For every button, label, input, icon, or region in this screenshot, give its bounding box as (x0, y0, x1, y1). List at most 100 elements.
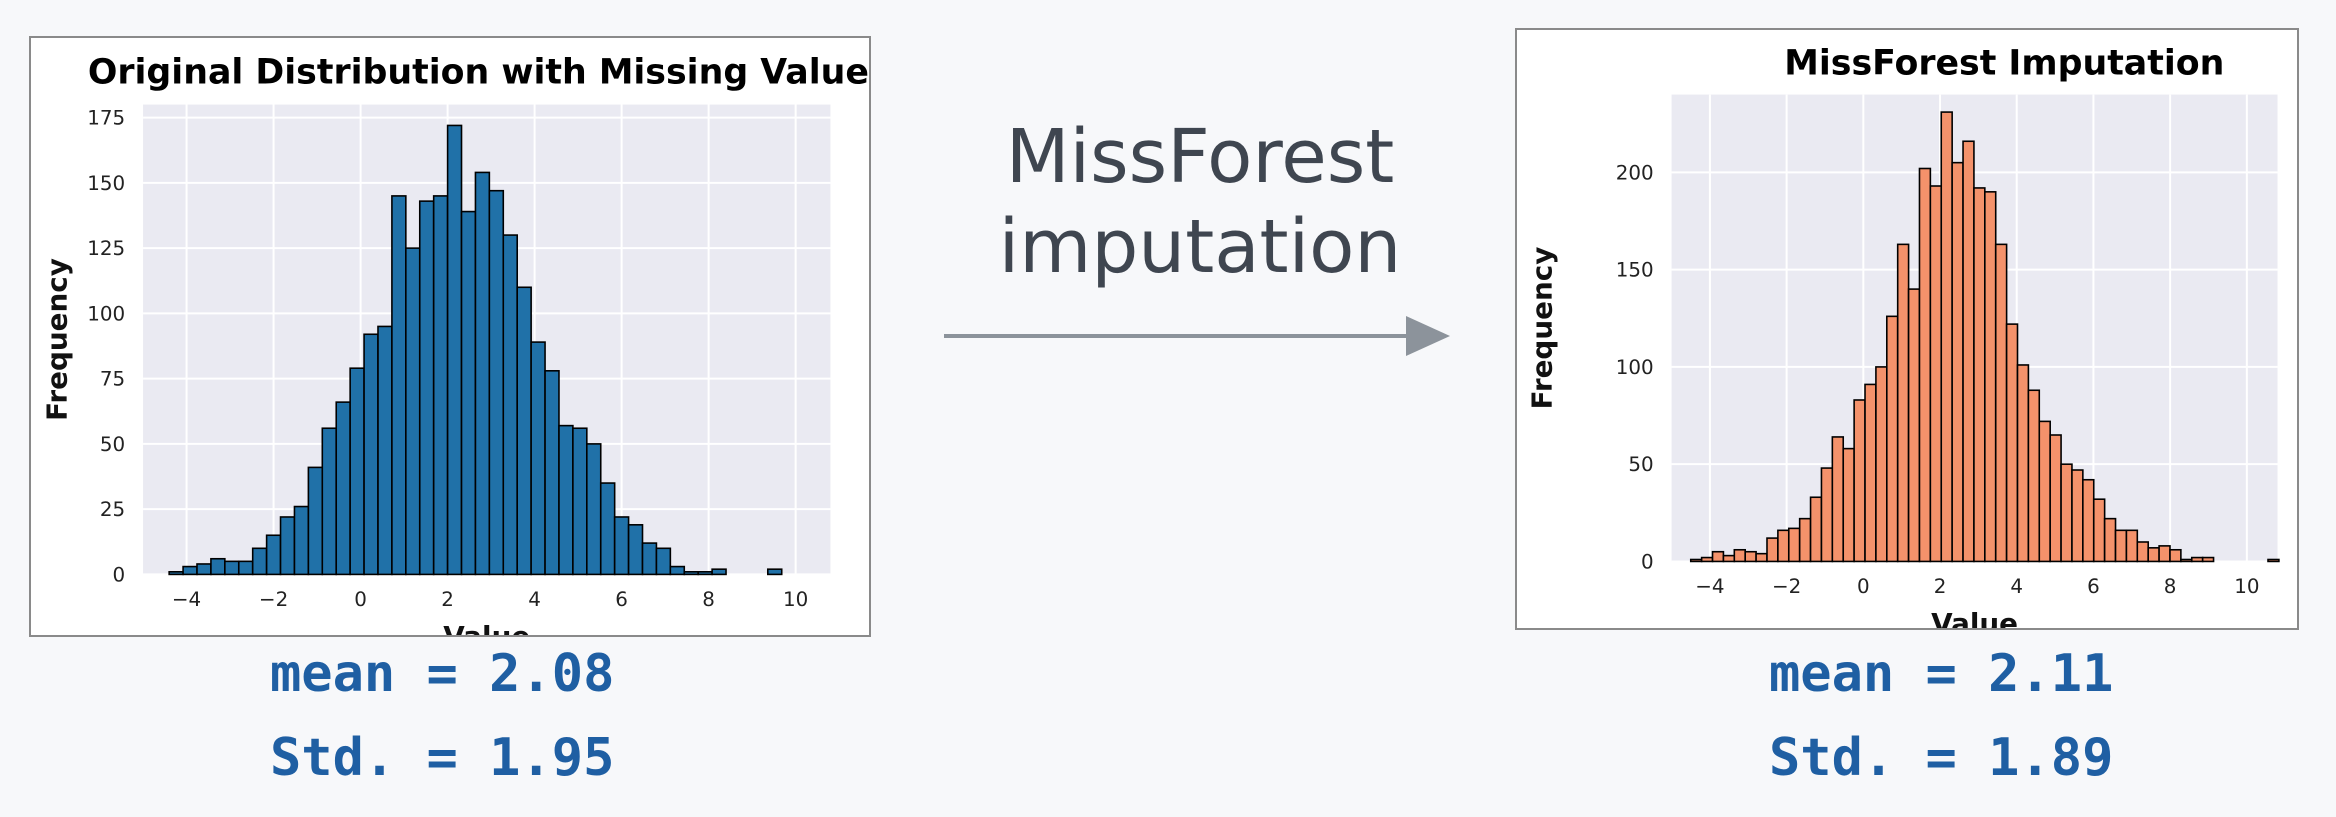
histogram-bar (196, 563, 212, 576)
chart-title: Original Distribution with Missing Value… (88, 53, 869, 93)
histogram-bar (2201, 556, 2215, 563)
histogram-bar (1700, 556, 1714, 563)
right-mean-text: mean = 2.11 (1769, 644, 2114, 704)
histogram-bar (446, 124, 463, 576)
histogram-bar (1722, 554, 1736, 563)
x-tick-label: 0 (1857, 575, 1870, 598)
histogram-bar (1755, 552, 1768, 563)
histogram-bar (1744, 550, 1757, 563)
histogram-bar (2071, 469, 2084, 563)
histogram-bar (641, 542, 658, 576)
y-tick-label: 100 (87, 302, 125, 325)
y-tick-label: 175 (87, 107, 125, 130)
histogram-bar (2027, 389, 2041, 563)
histogram-bar (293, 505, 310, 576)
histogram-bar (1853, 399, 1866, 563)
x-tick-label: 4 (2010, 575, 2023, 598)
histogram-bar (1875, 366, 1888, 563)
y-tick-label: 0 (1641, 550, 1654, 573)
histogram-bar (669, 565, 686, 576)
histogram-bar (265, 534, 282, 576)
x-tick-label: 2 (1934, 575, 1947, 598)
y-tick-label: 50 (100, 433, 125, 456)
histogram-bar (1766, 537, 1779, 563)
x-tick-label: 10 (2234, 575, 2259, 598)
histogram-bar (599, 482, 616, 576)
histogram-bar (279, 516, 296, 576)
histogram-bar (405, 247, 421, 576)
histogram-bar (655, 547, 672, 576)
x-tick-label: −2 (259, 588, 288, 611)
histogram-bar (1864, 383, 1877, 563)
histogram-bar (2092, 498, 2106, 563)
histogram-bar (1820, 467, 1834, 563)
histogram-bar (613, 516, 630, 576)
y-tick-label: 200 (1616, 161, 1654, 184)
histogram-bar (488, 189, 505, 576)
x-tick-label: 8 (2164, 575, 2177, 598)
histogram-bar (2082, 478, 2095, 563)
histogram-bar (1907, 288, 1921, 563)
histogram-bar (2125, 529, 2139, 563)
histogram-bar (251, 547, 268, 576)
y-tick-label: 25 (100, 498, 125, 521)
histogram-bar (530, 341, 546, 576)
histogram-bar (418, 200, 435, 576)
histogram-bar (1689, 558, 1703, 563)
histogram-bar (1929, 185, 1943, 563)
y-tick-label: 150 (87, 172, 125, 195)
histogram-bar (391, 195, 407, 576)
histogram-bar (182, 565, 198, 576)
histogram-bar (1777, 529, 1790, 563)
chart-title: MissForest Imputation (1784, 44, 2224, 84)
histogram-bar (432, 195, 449, 576)
caption-line-1: MissForest (1005, 114, 1395, 200)
histogram-bar (460, 210, 477, 576)
histogram-bar (683, 571, 699, 576)
histogram-bar (1886, 315, 1899, 563)
y-tick-label: 0 (113, 563, 126, 586)
x-tick-label: 2 (441, 588, 454, 611)
y-tick-label: 150 (1616, 259, 1654, 282)
left-mean-text: mean = 2.08 (270, 644, 615, 704)
right-std-text: Std. = 1.89 (1769, 728, 2114, 788)
histogram-bar (2169, 548, 2182, 563)
histogram-bar (2114, 529, 2128, 563)
histogram-bar (168, 571, 184, 576)
histogram-bar (1973, 187, 1986, 563)
histogram-bar (2038, 420, 2051, 563)
histogram-bar (1962, 140, 1975, 563)
histogram-bar (1733, 548, 1747, 563)
left-chart-panel: −4 −2 0 2 4 6 8 10 0 25 50 75 100 125 150 175 Original D… (29, 36, 871, 637)
histogram-bar (210, 557, 226, 576)
y-axis-label: Frequency (41, 258, 74, 421)
histogram-bar (2190, 556, 2204, 563)
histogram-bar (544, 370, 560, 576)
histogram-bar (1984, 191, 1997, 563)
histogram-bar (2267, 558, 2280, 563)
x-axis-label: Value (1931, 607, 2018, 628)
histogram-bar (321, 427, 338, 576)
histogram-bar (377, 325, 393, 576)
histogram-bar (1711, 550, 1725, 563)
histogram-bar (2049, 434, 2062, 563)
y-tick-label: 75 (100, 368, 125, 391)
y-tick-label: 100 (1616, 356, 1654, 379)
histogram-bar (363, 333, 379, 576)
histogram-bar (2147, 547, 2160, 563)
x-tick-label: 10 (783, 588, 808, 611)
histogram-bar (2005, 323, 2019, 563)
histogram-bar (474, 171, 491, 576)
histogram-bar (307, 466, 324, 576)
left-std-text: Std. = 1.95 (270, 728, 615, 788)
histogram-bar (767, 568, 783, 576)
histogram-bar (516, 286, 532, 576)
histogram-bar (224, 560, 240, 576)
x-tick-label: 8 (702, 588, 715, 611)
right-chart-panel: −4 −2 0 2 4 6 8 10 0 50 100 150 200 MissForest Imputa… (1515, 28, 2299, 630)
histogram-bar (2103, 517, 2117, 563)
histogram-bar (2016, 364, 2030, 563)
histogram-bar (237, 560, 254, 576)
